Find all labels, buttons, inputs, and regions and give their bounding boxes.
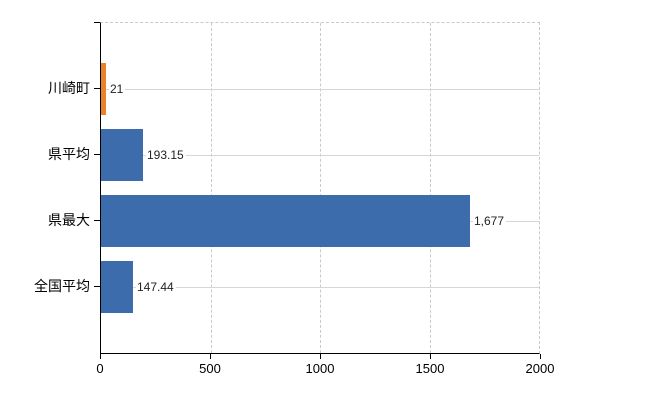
bar [101,261,133,313]
vertical-gridline [429,23,431,353]
bar-value-label: 147.44 [136,280,176,294]
category-gridline [101,89,539,90]
vertical-gridline [320,23,321,353]
x-tick-label: 500 [199,361,221,376]
bar-value-label: 193.15 [146,148,186,162]
bar-value-label: 21 [109,82,126,96]
category-tick [94,88,100,89]
category-gridline [101,287,539,288]
category-tick [94,220,100,221]
category-tick [94,286,100,287]
category-tick [94,154,100,155]
category-label: 県平均 [48,146,90,162]
plot-area: 21 193.15 1,677 147.44 [100,22,540,354]
x-axis-tick [430,354,431,359]
x-axis-tick [540,354,541,359]
category-label: 川崎町 [48,80,90,96]
bar-value-label: 1,677 [473,214,507,228]
category-gridline [101,155,539,156]
x-axis-tick [210,354,211,359]
x-tick-label: 2000 [525,361,555,376]
x-axis-tick [100,354,101,359]
category-label: 全国平均 [34,278,90,294]
bar [101,195,470,247]
bar [101,63,106,115]
bar [101,129,143,181]
x-tick-label: 0 [96,361,104,376]
x-tick-label: 1500 [415,361,445,376]
x-axis-tick [320,354,321,359]
y-axis-end-tick [94,22,100,23]
category-label: 県最大 [48,212,90,228]
vertical-gridline [210,23,212,353]
x-tick-label: 1000 [305,361,335,376]
